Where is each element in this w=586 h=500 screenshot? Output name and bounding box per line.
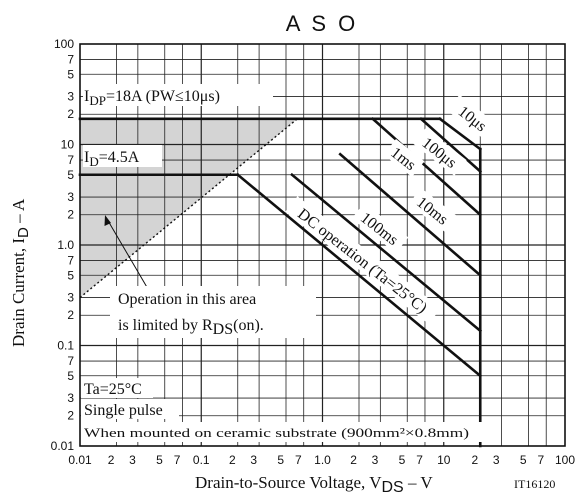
rds-note-line2: is limited by RDS(on). <box>118 317 264 338</box>
x-tick-label: 0.01 <box>68 453 92 467</box>
x-tick-label: 7 <box>416 453 423 467</box>
y-tick-label: 2 <box>67 308 74 322</box>
x-tick-label: 2 <box>472 453 479 467</box>
x-tick-label: 3 <box>250 453 257 467</box>
y-tick-label: 5 <box>67 369 74 383</box>
x-tick-label: 3 <box>493 453 500 467</box>
y-tick-label: 0.1 <box>57 339 74 353</box>
x-tick-label: 3 <box>129 453 136 467</box>
y-tick-label: 10 <box>61 138 75 152</box>
y-tick-label: 2 <box>67 107 74 121</box>
pw-labels: 10μs 100μs 1ms 10ms 100ms DC operation (… <box>285 94 499 324</box>
condition-temp: Ta=25°C <box>84 381 142 398</box>
condition-pulse: Single pulse <box>84 402 163 419</box>
id-label-bg <box>83 145 162 167</box>
x-tick-labels: 0.01 2 3 5 7 0.1 2 3 5 7 1.0 2 3 5 7 10 2 3 5 7 100 <box>68 453 575 467</box>
y-tick-label: 5 <box>67 67 74 81</box>
x-tick-label: 5 <box>156 453 163 467</box>
y-axis-label: Drain Current, ID – A <box>9 198 32 347</box>
rds-note-bg <box>110 286 316 338</box>
series-line-dc <box>235 172 483 378</box>
x-axis-label: Drain-to-Source Voltage, VDS – V <box>195 473 433 496</box>
x-tick-label: 2 <box>108 453 115 467</box>
series-line-pw100ms <box>290 172 483 333</box>
chart-title: A S O <box>286 11 358 36</box>
y-tick-label: 5 <box>67 268 74 282</box>
series-line-pw10us <box>438 117 483 151</box>
grid-lines <box>80 44 565 446</box>
conditions-bg-2 <box>81 399 179 419</box>
idp-label-bg <box>83 84 273 106</box>
x-tick-label: 3 <box>372 453 379 467</box>
rds-note-line1: Operation in this area <box>118 291 256 308</box>
y-tick-label: 1.0 <box>57 238 74 252</box>
annotation-arrowhead <box>104 215 111 226</box>
plot-frame <box>79 43 566 447</box>
conditions-bg-1 <box>81 378 153 398</box>
y-tick-label: 3 <box>67 391 74 405</box>
x-tick-label: 7 <box>295 453 302 467</box>
condition-substrate: When mounted on ceramic substrate (900mm… <box>84 425 469 440</box>
x-tick-label: 5 <box>277 453 284 467</box>
conditions-bg-3 <box>81 422 483 442</box>
series-line-pw10ms <box>338 152 483 278</box>
series-lines <box>78 117 483 448</box>
y-tick-label: 2 <box>67 208 74 222</box>
y-tick-label: 2 <box>67 409 74 423</box>
idp-label: IDP=18A (PW≤10μs) <box>84 88 220 108</box>
y-tick-label: 3 <box>67 190 74 204</box>
x-tick-label: 0.1 <box>193 453 210 467</box>
y-tick-label: 7 <box>67 354 74 368</box>
y-tick-label: 7 <box>67 254 74 268</box>
x-tick-label: 1.0 <box>314 453 331 467</box>
y-tick-label: 3 <box>67 291 74 305</box>
x-tick-label: 5 <box>399 453 406 467</box>
x-tick-label: 2 <box>350 453 357 467</box>
x-tick-label: 7 <box>174 453 181 467</box>
x-tick-label: 7 <box>538 453 545 467</box>
y-tick-label: 3 <box>67 90 74 104</box>
y-tick-label: 5 <box>67 168 74 182</box>
y-tick-label: 100 <box>54 37 74 51</box>
x-tick-label: 10 <box>437 453 451 467</box>
series-line-pw1ms <box>370 117 483 217</box>
rds-limit-line <box>79 118 298 299</box>
x-tick-label: 2 <box>229 453 236 467</box>
annotation-arrow <box>106 218 149 290</box>
series-line-pw100us <box>419 117 483 174</box>
y-tick-label: 7 <box>67 153 74 167</box>
y-tick-label: 7 <box>67 53 74 67</box>
x-tick-label: 100 <box>555 453 575 467</box>
x-tick-label: 5 <box>520 453 527 467</box>
id-label: ID=4.5A <box>84 149 140 169</box>
y-tick-label: 0.01 <box>51 439 75 453</box>
figure-id: IT16120 <box>514 477 555 491</box>
